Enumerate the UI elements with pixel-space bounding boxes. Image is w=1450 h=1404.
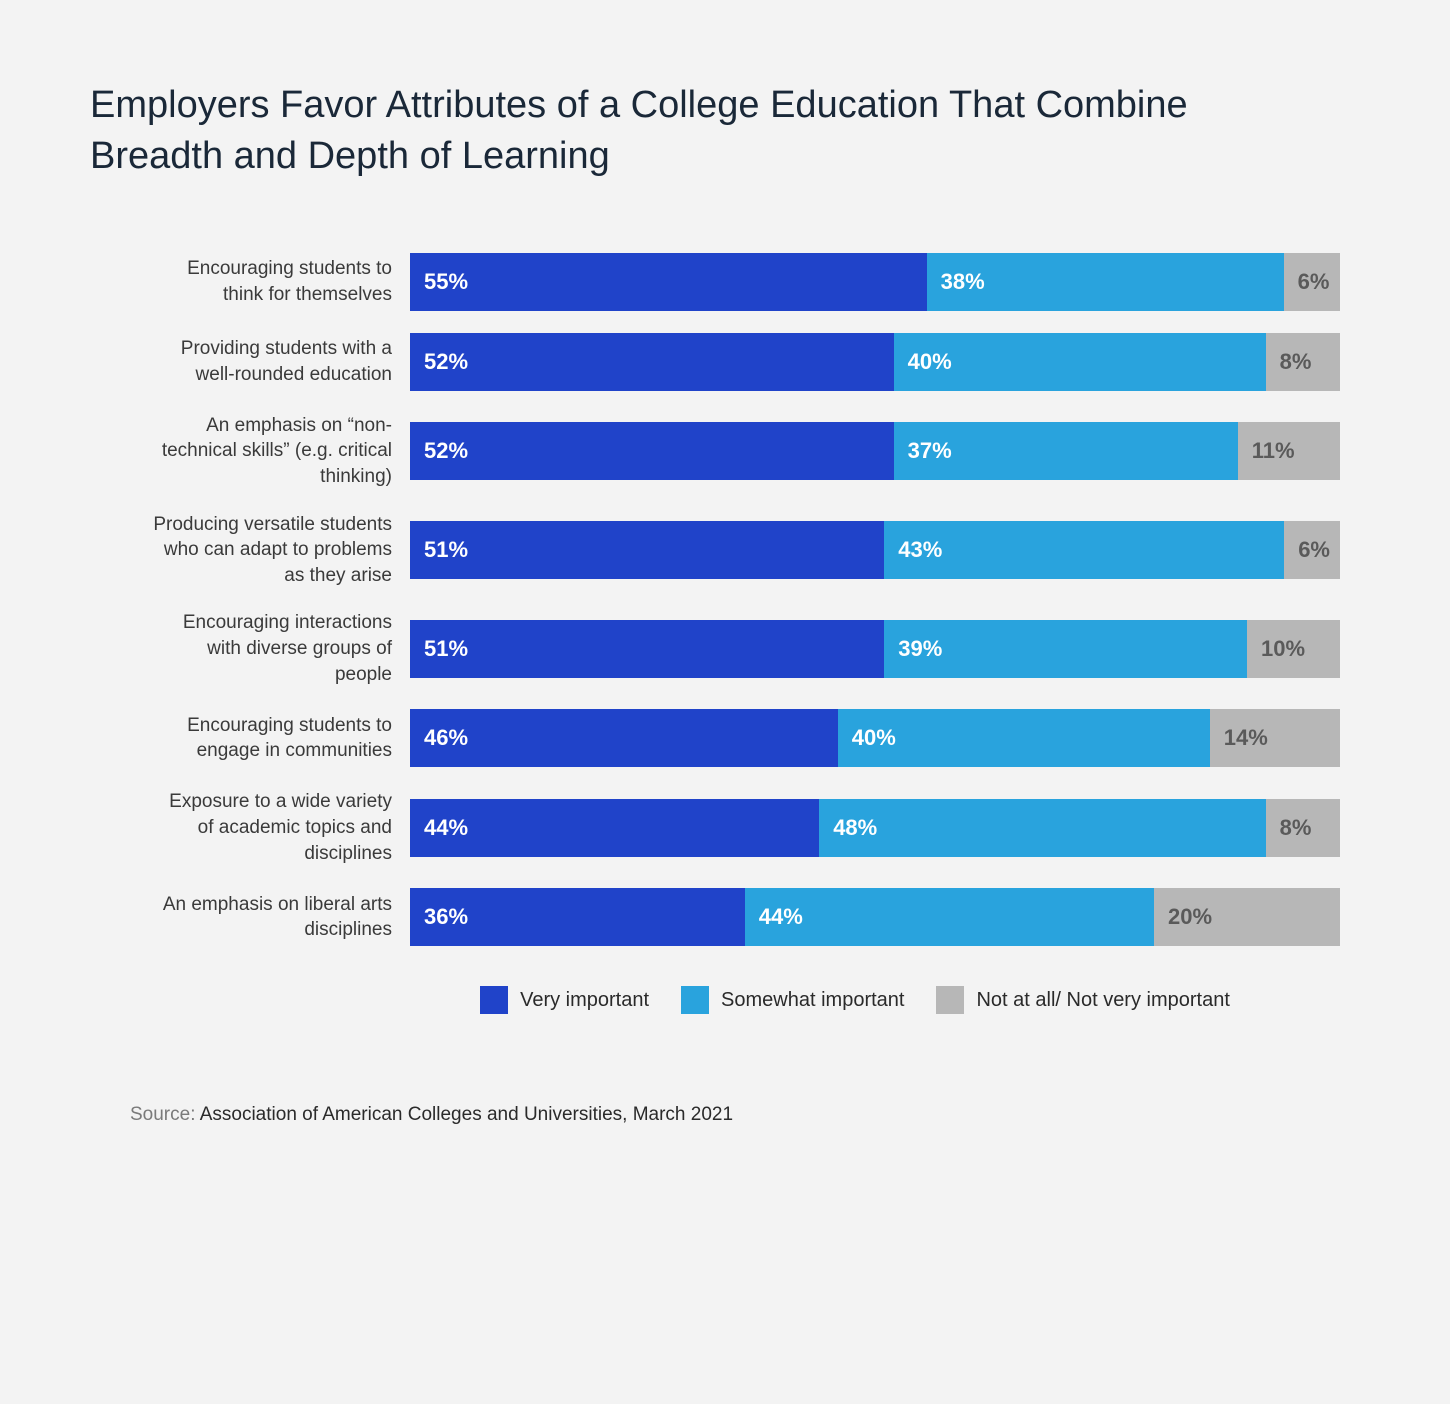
bar: 52%37%11% [410, 422, 1340, 480]
bar-segment-not: 14% [1210, 709, 1340, 767]
bar-segment-somewhat: 43% [884, 521, 1284, 579]
chart-row: Exposure to a wide variety of academic t… [150, 789, 1340, 866]
row-label: Encouraging students to engage in commun… [150, 713, 410, 764]
row-label: Encouraging interactions with diverse gr… [150, 610, 410, 687]
bar-segment-very: 52% [410, 333, 894, 391]
bar: 55%38%6% [410, 253, 1340, 311]
bar: 51%43%6% [410, 521, 1340, 579]
bar-segment-somewhat: 44% [745, 888, 1154, 946]
row-label: Exposure to a wide variety of academic t… [150, 789, 410, 866]
legend-swatch [936, 986, 964, 1014]
source-name: Association of American Colleges and Uni… [200, 1104, 733, 1125]
bar: 44%48%8% [410, 799, 1340, 857]
bar-segment-not: 20% [1154, 888, 1340, 946]
bar-segment-not: 6% [1284, 521, 1340, 579]
chart-row: Producing versatile students who can ada… [150, 512, 1340, 589]
chart-row: An emphasis on “non-technical skills” (e… [150, 413, 1340, 490]
bar-segment-not: 10% [1247, 620, 1340, 678]
row-label: An emphasis on liberal arts disciplines [150, 892, 410, 943]
bar-segment-very: 51% [410, 521, 884, 579]
bar-segment-very: 55% [410, 253, 927, 311]
chart-row: Encouraging interactions with diverse gr… [150, 610, 1340, 687]
chart-legend: Very important Somewhat important Not at a… [350, 986, 1360, 1014]
bar-segment-somewhat: 39% [884, 620, 1247, 678]
chart-source: Source: Association of American Colleges… [130, 1104, 1360, 1126]
legend-swatch [681, 986, 709, 1014]
bar-segment-not: 11% [1238, 422, 1340, 480]
chart-row: An emphasis on liberal arts disciplines3… [150, 888, 1340, 946]
bar-segment-not: 6% [1284, 253, 1340, 311]
bar-segment-not: 8% [1266, 333, 1340, 391]
legend-label: Very important [520, 989, 649, 1012]
bar-segment-not: 8% [1266, 799, 1340, 857]
bar-segment-somewhat: 40% [838, 709, 1210, 767]
legend-item-not: Not at all/ Not very important [936, 986, 1229, 1014]
row-label: An emphasis on “non-technical skills” (e… [150, 413, 410, 490]
bar-segment-somewhat: 40% [894, 333, 1266, 391]
legend-label: Not at all/ Not very important [976, 989, 1229, 1012]
bar-segment-somewhat: 48% [819, 799, 1265, 857]
bar: 52%40%8% [410, 333, 1340, 391]
bar-segment-very: 44% [410, 799, 819, 857]
legend-swatch [480, 986, 508, 1014]
bar: 46%40%14% [410, 709, 1340, 767]
bar: 36%44%20% [410, 888, 1340, 946]
legend-label: Somewhat important [721, 989, 904, 1012]
bar-segment-somewhat: 38% [927, 253, 1284, 311]
chart-title: Employers Favor Attributes of a College … [90, 80, 1290, 183]
legend-item-somewhat: Somewhat important [681, 986, 904, 1014]
chart-row: Providing students with a well-rounded e… [150, 333, 1340, 391]
chart-row: Encouraging students to think for themse… [150, 253, 1340, 311]
bar: 51%39%10% [410, 620, 1340, 678]
bar-segment-very: 36% [410, 888, 745, 946]
bar-segment-somewhat: 37% [894, 422, 1238, 480]
stacked-bar-chart: Encouraging students to think for themse… [150, 253, 1340, 947]
row-label: Producing versatile students who can ada… [150, 512, 410, 589]
bar-segment-very: 52% [410, 422, 894, 480]
source-prefix: Source: [130, 1104, 200, 1125]
row-label: Encouraging students to think for themse… [150, 256, 410, 307]
bar-segment-very: 46% [410, 709, 838, 767]
row-label: Providing students with a well-rounded e… [150, 336, 410, 387]
bar-segment-very: 51% [410, 620, 884, 678]
chart-row: Encouraging students to engage in commun… [150, 709, 1340, 767]
legend-item-very: Very important [480, 986, 649, 1014]
